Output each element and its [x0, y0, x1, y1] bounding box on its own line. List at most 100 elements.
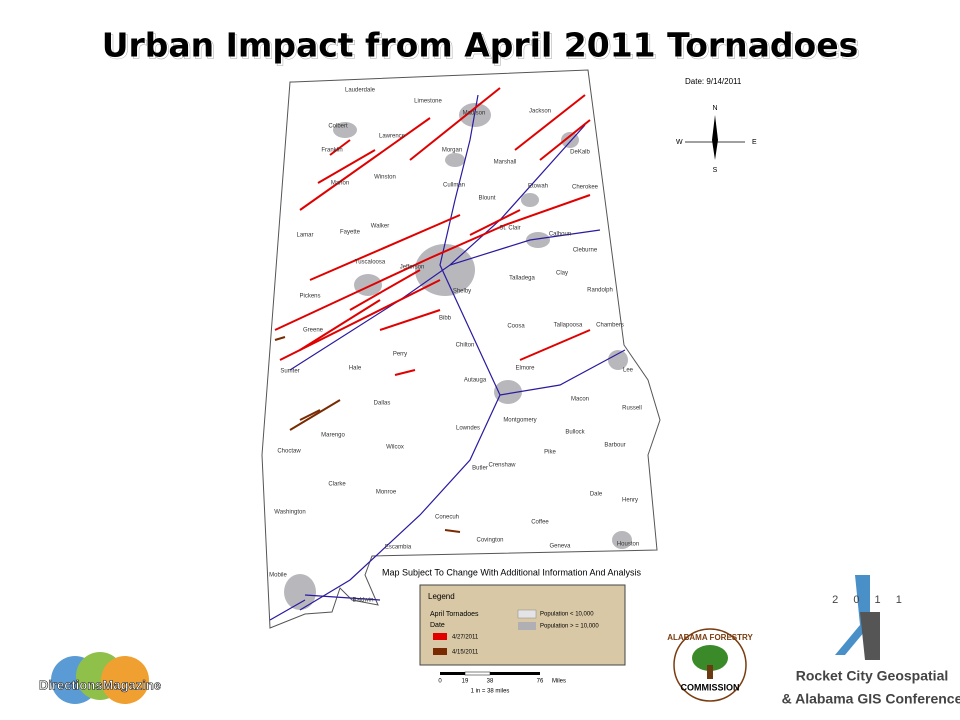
county-label: Washington	[274, 510, 305, 516]
title: Urban Impact from April 2011 Tornadoes	[102, 26, 859, 65]
county-label: Lowndes	[456, 426, 480, 432]
county-label: Macon	[571, 397, 589, 403]
county-label: Escambia	[385, 545, 412, 551]
county-label: Marion	[331, 181, 349, 187]
legend-field: Date	[430, 622, 445, 629]
county-label: St. Clair	[499, 226, 520, 232]
county-label: Madison	[463, 111, 486, 117]
compass-w: W	[676, 139, 683, 146]
legend-swatch	[517, 609, 537, 619]
county-label: Fayette	[340, 230, 361, 236]
county-label: Marshall	[494, 160, 517, 166]
tornado-tracks-0415	[274, 336, 461, 533]
county-label: Jackson	[529, 109, 551, 115]
county-label: Walker	[371, 224, 389, 230]
county-label: Calhoun	[549, 232, 571, 238]
scale-tick: 38	[487, 679, 494, 685]
state-outline	[261, 69, 661, 629]
county-label: Cleburne	[573, 248, 598, 254]
county-label: Jefferson	[400, 265, 425, 271]
county-label: Houston	[617, 542, 639, 548]
county-label: Blount	[478, 196, 495, 202]
county-label: Pike	[544, 450, 556, 456]
county-label: Hale	[349, 366, 362, 372]
compass: N S E W	[676, 105, 757, 174]
county-label: Chilton	[456, 343, 475, 349]
legend-swatch	[433, 648, 447, 655]
conference-name: Rocket City Geospatial	[796, 668, 949, 684]
county-label: Marengo	[321, 433, 345, 439]
county-label: Perry	[393, 352, 407, 358]
urban-areas	[284, 103, 632, 610]
county-label: Talladega	[509, 276, 535, 282]
compass-s: S	[713, 167, 718, 174]
county-label: Dale	[590, 492, 603, 498]
county-label: Monroe	[376, 490, 397, 496]
county-label: Mobile	[269, 573, 287, 579]
county-label: Conecuh	[435, 515, 459, 521]
county-label: Coffee	[531, 520, 549, 526]
county-label: Franklin	[321, 148, 342, 154]
county-label: Butler	[472, 466, 488, 472]
county-label: Bullock	[565, 430, 585, 436]
county-label: DeKalb	[570, 150, 590, 156]
county-label: Covington	[476, 538, 503, 544]
county-label: Colbert	[328, 124, 348, 130]
scale-tick: 0	[438, 679, 442, 685]
conference-logo: 2 0 1 1 Rocket City Geospatial & Alabama…	[782, 575, 960, 707]
map-note: Map Subject To Change With Additional In…	[382, 567, 641, 577]
legend-item: 4/27/2011	[452, 635, 479, 641]
county-label: Lauderdale	[345, 88, 376, 94]
county-label: Lee	[623, 368, 634, 374]
scale-ratio: 1 in = 38 miles	[471, 689, 510, 695]
map-date: Date: 9/14/2011	[685, 77, 742, 86]
county-label: Baldwin	[352, 598, 373, 604]
county-label: Limestone	[414, 99, 442, 105]
county-label: Lawrence	[379, 134, 406, 140]
county-label: Clarke	[328, 482, 346, 488]
legend-swatch	[433, 633, 447, 640]
legend-title: Legend	[428, 592, 455, 601]
county-label: Cullman	[443, 183, 465, 189]
forestry-top: ALABAMA FORESTRY	[667, 633, 753, 642]
legend-layer: April Tornadoes	[430, 611, 479, 618]
county-label: Barbour	[604, 443, 625, 449]
county-label: Coosa	[507, 324, 525, 330]
county-label: Greene	[303, 328, 324, 334]
county-label: Chambers	[596, 323, 624, 329]
forestry-bottom: COMMISSION	[680, 682, 739, 692]
county-label: Shelby	[453, 289, 471, 295]
legend-item: 4/15/2011	[452, 650, 479, 656]
county-label: Wilcox	[386, 445, 404, 451]
scale-unit: Miles	[552, 679, 566, 685]
legend-swatch	[518, 622, 536, 630]
conference-name: & Alabama GIS Conference	[782, 691, 960, 707]
county-label: Tallapoosa	[554, 323, 583, 329]
county-label: Choctaw	[277, 449, 301, 455]
county-label: Autauga	[464, 378, 487, 384]
county-label: Geneva	[549, 544, 571, 550]
county-label: Morgan	[442, 148, 462, 154]
directions-logo: DirectionsMagazine	[39, 652, 161, 704]
county-label: Lamar	[296, 233, 313, 239]
county-label: Russell	[622, 406, 642, 412]
county-label: Winston	[374, 175, 396, 181]
county-label: Cherokee	[572, 185, 599, 191]
legend-population: Population > = 10,000	[540, 624, 599, 630]
county-label: Clay	[556, 271, 568, 277]
scale-tick: 19	[462, 679, 469, 685]
county-label: Henry	[622, 498, 638, 504]
county-label: Randolph	[587, 288, 613, 294]
forestry-logo: ALABAMA FORESTRY COMMISSION	[667, 628, 753, 702]
county-label: Elmore	[515, 366, 535, 372]
county-label: Tuscaloosa	[355, 260, 386, 266]
county-label: Montgomery	[503, 418, 536, 424]
legend-population: Population < 10,000	[540, 612, 594, 618]
county-label: Bibb	[439, 316, 452, 322]
county-label: Sumter	[280, 369, 299, 375]
county-label: Dallas	[374, 401, 391, 407]
conference-year: 2 0 1 1	[832, 594, 908, 606]
county-label: Pickens	[299, 294, 320, 300]
tornado-tracks-0427	[274, 87, 591, 376]
